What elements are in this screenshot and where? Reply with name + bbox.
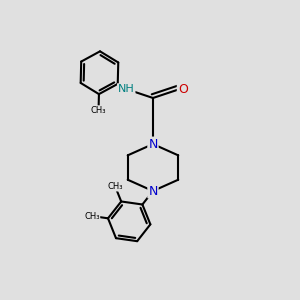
Text: CH₃: CH₃ [107,182,123,191]
Text: N: N [148,138,158,151]
Text: O: O [178,82,188,96]
Text: NH: NH [118,84,135,94]
Text: CH₃: CH₃ [84,212,100,220]
Text: N: N [148,184,158,197]
Text: CH₃: CH₃ [91,106,106,115]
